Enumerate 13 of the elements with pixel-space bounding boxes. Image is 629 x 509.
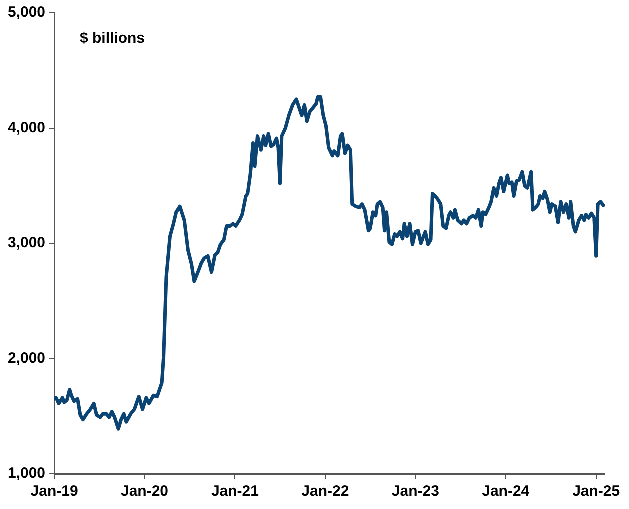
y-tick-label: 4,000 bbox=[8, 119, 46, 136]
y-tick-label: 1,000 bbox=[8, 465, 46, 482]
annotation: $ billions bbox=[80, 30, 146, 47]
x-tick-label: Jan-19 bbox=[30, 483, 78, 500]
x-tick-label: Jan-23 bbox=[392, 483, 440, 500]
x-tick-label: Jan-22 bbox=[302, 483, 350, 500]
x-tick-label: Jan-21 bbox=[211, 483, 259, 500]
y-tick-label: 5,000 bbox=[8, 4, 46, 22]
y-tick-label: 3,000 bbox=[8, 234, 46, 252]
y-tick-label: 2,000 bbox=[8, 350, 46, 367]
x-tick-label: Jan-24 bbox=[482, 483, 530, 500]
x-tick-label: Jan-20 bbox=[120, 483, 169, 500]
x-tick-label: Jan-25 bbox=[572, 483, 620, 500]
